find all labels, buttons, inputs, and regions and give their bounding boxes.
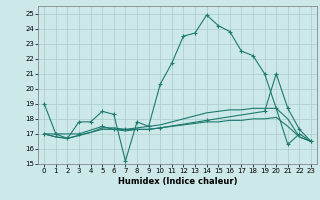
X-axis label: Humidex (Indice chaleur): Humidex (Indice chaleur) bbox=[118, 177, 237, 186]
